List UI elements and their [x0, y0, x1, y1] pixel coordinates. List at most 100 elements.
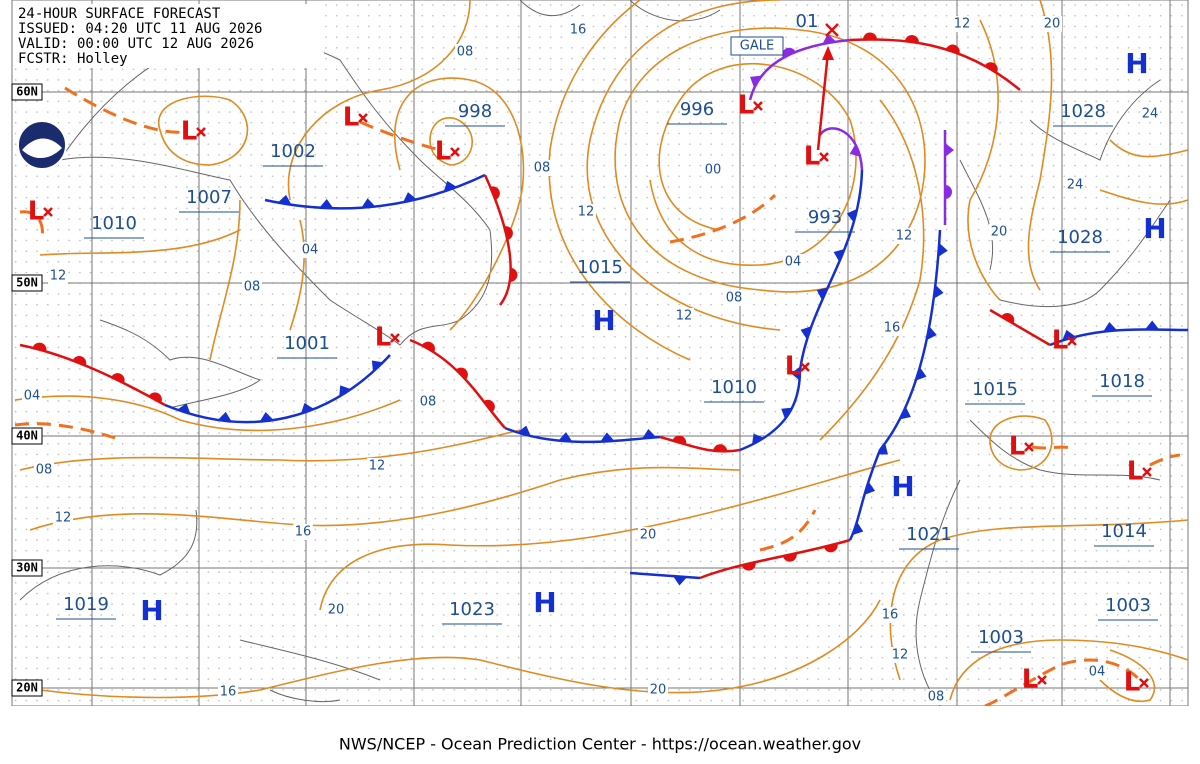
front-symbol [915, 367, 927, 381]
warm-front [699, 538, 851, 580]
front-symbol [864, 481, 876, 495]
front-symbol [600, 432, 615, 442]
front-symbol [672, 435, 687, 445]
front-symbol [938, 242, 948, 257]
isobar-label: 00 [705, 163, 722, 178]
front-symbol [300, 402, 315, 414]
lat-label-box [11, 83, 43, 101]
isobar-label: 12 [896, 229, 913, 244]
isobar-label: 08 [726, 291, 743, 306]
isobar-label-bg [1042, 16, 1062, 32]
isobar-label: 04 [1089, 665, 1106, 680]
front-symbol [371, 360, 384, 372]
lat-label-box [11, 427, 43, 445]
low-center: L [1022, 665, 1039, 695]
isobar-label-bg [532, 160, 552, 176]
isobar-label-bg [890, 647, 910, 663]
low-center: L [785, 352, 802, 382]
isobar-label-bg [367, 458, 387, 474]
low-x [358, 113, 368, 123]
front-symbol [483, 399, 495, 413]
front-symbol [443, 180, 457, 192]
low-x [753, 101, 763, 111]
pressure-label: 1003 [1105, 595, 1151, 616]
lat-label: 50N [16, 276, 38, 290]
pressure-label: 1002 [270, 141, 316, 162]
isobar-label-bg [926, 689, 946, 705]
pressure-label: 1028 [1057, 227, 1103, 248]
warm-front [659, 435, 741, 453]
low-number: 01 [796, 11, 819, 32]
gale-label: GALE [740, 39, 774, 54]
front-symbol [319, 199, 334, 209]
front-symbol [946, 44, 960, 54]
isobar-label-bg [703, 162, 723, 178]
front-symbol [421, 341, 435, 353]
isobar-label-bg [293, 524, 313, 540]
isobar-label: 24 [1142, 107, 1159, 122]
isobar-label-bg [882, 320, 902, 336]
dot-grid [12, 0, 1188, 706]
high-center: H [140, 594, 163, 627]
front-symbol [673, 576, 688, 586]
low-track [816, 51, 830, 151]
front-symbol [750, 75, 762, 88]
low-x [1037, 675, 1047, 685]
pressure-label: 1015 [577, 257, 623, 278]
pressure-label: 1028 [1060, 101, 1106, 122]
isobar-label-bg [638, 527, 658, 543]
low-center: L [435, 137, 452, 167]
lat-label: 60N [16, 85, 38, 99]
high-center: H [533, 586, 556, 619]
troughs [14, 86, 1181, 708]
isobar-label: 12 [369, 459, 386, 474]
isobar-label: 04 [302, 243, 319, 258]
occl-front [748, 38, 851, 101]
footer-band [0, 706, 1200, 764]
front-symbol [361, 198, 376, 208]
footer: NWS/NCEP - Ocean Prediction Center - htt… [339, 735, 861, 754]
low-center: L [1124, 668, 1141, 698]
isobar-label-bg [724, 290, 744, 306]
low-center: L [343, 103, 360, 133]
front-symbol [713, 444, 728, 452]
isobar-label-bg [48, 268, 68, 284]
isobar-label: 20 [1044, 17, 1061, 32]
fronts [19, 32, 1189, 586]
front-symbol [790, 366, 801, 381]
isobar-label: 08 [36, 463, 53, 478]
warm-front [483, 174, 512, 306]
isobar-label-bg [455, 44, 475, 60]
isobar-label-bg [242, 279, 262, 295]
isobar-label-bg [1065, 177, 1085, 193]
front-symbol [904, 35, 919, 43]
front-symbol [490, 186, 500, 200]
front-symbol [1145, 320, 1160, 330]
lat-label-box [11, 559, 43, 577]
cold-front [739, 169, 864, 452]
isobar-label-bg [300, 242, 320, 258]
header-box [14, 4, 324, 68]
cold-front [629, 571, 701, 580]
front-symbol [800, 326, 812, 340]
pressure-label: 1003 [978, 627, 1024, 648]
isobar-label-bg [218, 684, 238, 700]
front-symbol [1103, 322, 1118, 332]
isobar-label-bg [952, 16, 972, 32]
front-symbol [456, 367, 468, 380]
warm-front [409, 338, 506, 429]
track-head [822, 46, 834, 60]
high-center: H [891, 470, 914, 503]
pressure-label: 993 [808, 207, 842, 228]
front-symbol [403, 192, 417, 203]
isobar-label: 12 [954, 17, 971, 32]
front-symbol [517, 425, 531, 437]
front-symbol [111, 373, 125, 384]
front-symbol [782, 47, 796, 58]
front-symbol [72, 356, 87, 366]
isobar-label-bg [894, 228, 914, 244]
isobar-label: 16 [884, 321, 901, 336]
isobar-label: 12 [892, 648, 909, 663]
pressure-label: 1018 [1099, 371, 1145, 392]
cold-front [1049, 328, 1189, 347]
